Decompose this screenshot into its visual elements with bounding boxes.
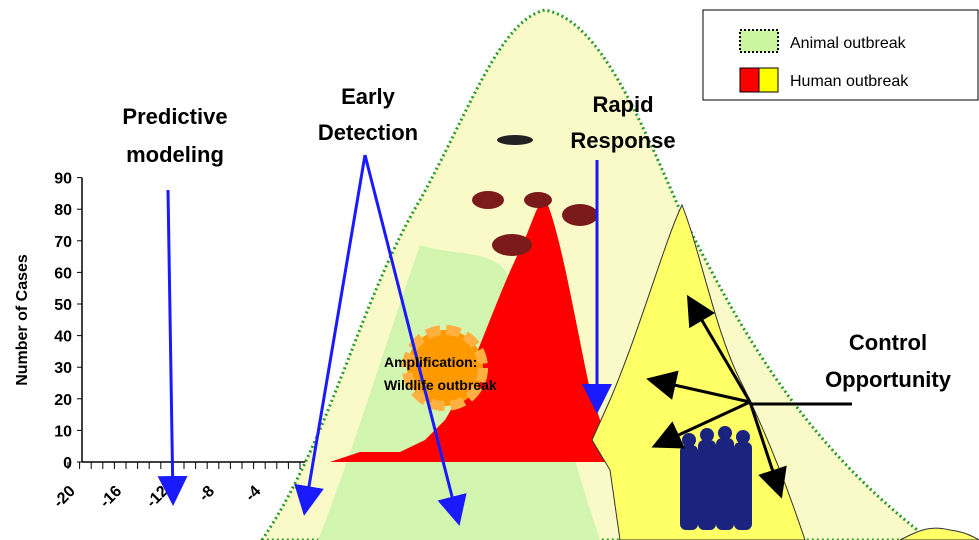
annotation: Rapid [592, 92, 653, 117]
diagram: 0102030405060708090-20-16-12-8-404812162… [0, 0, 979, 540]
annotation: Opportunity [825, 367, 952, 392]
legend-swatch [740, 30, 778, 52]
x-tick-label: -16 [97, 483, 125, 511]
annotation: Response [570, 128, 675, 153]
page: {"annotations": { "predictive_modeling":… [0, 0, 979, 540]
y-tick-label: 80 [54, 202, 72, 219]
x-tick-label: -8 [196, 483, 218, 505]
x-tick-label: -4 [242, 483, 264, 505]
x-tick-label: -12 [143, 483, 171, 511]
y-tick-label: 50 [54, 297, 72, 314]
legend-swatch [759, 68, 778, 92]
legend-label: Animal outbreak [790, 35, 907, 52]
annotation: Wildlife outbreak [384, 377, 497, 393]
legend-swatch [740, 68, 759, 92]
y-tick-label: 70 [54, 234, 72, 251]
annotation: modeling [126, 142, 224, 167]
y-tick-label: 40 [54, 329, 72, 346]
y-tick-label: 90 [54, 171, 72, 188]
y-axis-label: Number of Cases [14, 254, 31, 386]
annotation: Predictive [122, 104, 227, 129]
x-tick-label: -20 [50, 483, 78, 511]
annotation: Detection [318, 120, 418, 145]
annotation: Early [341, 84, 396, 109]
annotation: Amplification: [384, 354, 477, 370]
annotation: Control [849, 330, 927, 355]
y-tick-label: 10 [54, 423, 72, 440]
legend-label: Human outbreak [790, 73, 909, 90]
y-tick-label: 30 [54, 360, 72, 377]
legend: Animal outbreak Human outbreak [703, 10, 978, 100]
y-tick-label: 60 [54, 265, 72, 282]
y-tick-label: 20 [54, 392, 72, 409]
